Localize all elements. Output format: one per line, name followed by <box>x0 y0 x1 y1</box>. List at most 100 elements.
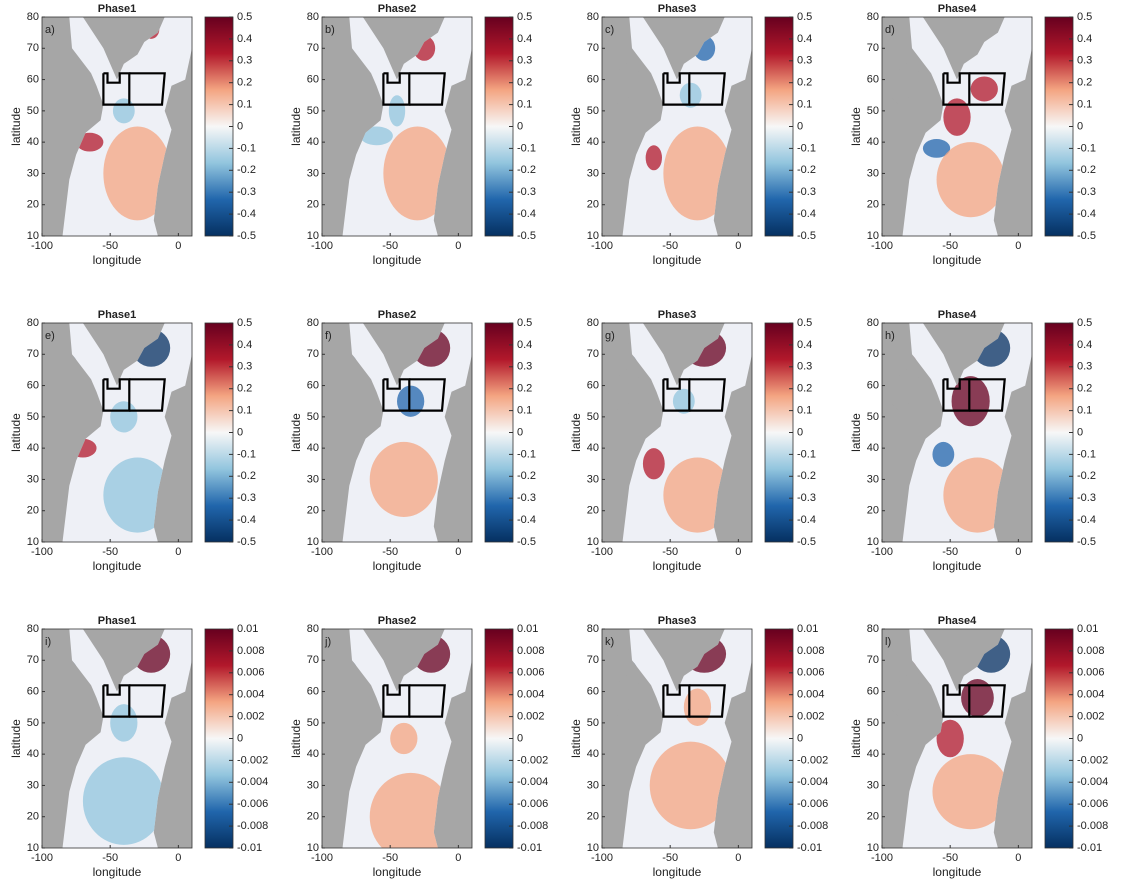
y-tick-label: 10 <box>587 230 599 242</box>
x-tick-label: 0 <box>735 852 741 864</box>
colorbar-tick-label: -0.004 <box>517 776 548 788</box>
ocean <box>62 17 192 236</box>
y-tick-label: 20 <box>307 199 319 211</box>
region-box <box>662 72 691 106</box>
y-tick-label: 10 <box>587 842 599 854</box>
colorbar-tick-label: 0.002 <box>1077 711 1105 723</box>
plot-frame <box>881 16 1033 237</box>
x-axis-label: longitude <box>933 253 982 267</box>
y-tick-label: 20 <box>27 505 39 517</box>
colorbar <box>484 322 514 543</box>
colorbar-tick-label: 0.004 <box>797 689 825 701</box>
y-tick-label: 10 <box>867 842 879 854</box>
anomaly <box>943 457 1012 533</box>
colorbar-tick-label: 0.004 <box>1077 689 1105 701</box>
colorbar-tick-label: -0.1 <box>517 142 536 154</box>
y-tick-label: 60 <box>587 379 599 391</box>
colorbar-tick-label: -0.008 <box>517 820 548 832</box>
colorbar-tick-label: -0.006 <box>797 798 828 810</box>
y-tick-label: 10 <box>307 230 319 242</box>
y-tick-label: 50 <box>27 717 39 729</box>
x-tick-label: -50 <box>382 546 398 558</box>
region-box <box>969 378 1006 412</box>
colorbar-tick-label: -0.3 <box>1077 186 1096 198</box>
panel-title: Phase1 <box>98 615 137 627</box>
colorbar-tick-label: -0.5 <box>797 536 816 548</box>
land <box>608 672 641 717</box>
ocean <box>622 323 752 542</box>
y-tick-label: 80 <box>867 317 879 329</box>
panel-label: j) <box>324 636 331 648</box>
colorbar-tick-label: 0.004 <box>517 689 545 701</box>
y-tick-label: 80 <box>587 623 599 635</box>
y-tick-label: 80 <box>27 11 39 23</box>
map-panel: Phase4 h) longitude latitude -100 -50 0 10 20 30 4… <box>849 309 1096 573</box>
region-box <box>942 378 971 412</box>
x-tick-label: -50 <box>102 240 118 252</box>
colorbar-tick-label: 0.3 <box>517 361 532 373</box>
anomaly <box>103 457 172 533</box>
colorbar-tick-label: 0 <box>237 426 243 438</box>
x-tick-label: -100 <box>591 852 613 864</box>
y-tick-label: 60 <box>27 685 39 697</box>
panel-label: b) <box>325 24 335 36</box>
x-axis-label: longitude <box>653 559 702 573</box>
anomaly <box>82 757 165 845</box>
colorbar-tick-label: 0.5 <box>797 317 812 329</box>
y-axis-label: latitude <box>289 413 303 452</box>
colorbar-tick-label: -0.002 <box>237 754 268 766</box>
plot-frame <box>881 628 1033 849</box>
colorbar-tick-label: -0.3 <box>237 492 256 504</box>
anomaly <box>112 98 135 124</box>
y-tick-label: 80 <box>867 623 879 635</box>
colorbar-tick-label: 0.008 <box>797 645 825 657</box>
panel-title: Phase3 <box>658 3 697 15</box>
y-tick-label: 30 <box>867 473 879 485</box>
colorbar-tick-label: 0.008 <box>1077 645 1105 657</box>
colorbar-tick-label: -0.004 <box>1077 776 1108 788</box>
x-tick-label: -50 <box>382 852 398 864</box>
y-tick-label: 20 <box>587 199 599 211</box>
colorbar-tick-label: -0.004 <box>797 776 828 788</box>
panel-title: Phase3 <box>658 309 697 321</box>
y-tick-label: 40 <box>587 442 599 454</box>
x-tick-label: 0 <box>455 852 461 864</box>
land <box>608 366 641 411</box>
y-tick-label: 70 <box>307 42 319 54</box>
region-box <box>942 72 971 106</box>
colorbar-tick-label: 0 <box>1077 426 1083 438</box>
colorbar-tick-label: 0.5 <box>237 11 252 23</box>
colorbar-tick-label: 0 <box>517 426 523 438</box>
y-tick-label: 80 <box>307 317 319 329</box>
colorbar-tick-label: 0.5 <box>517 11 532 23</box>
colorbar-tick-label: 0.3 <box>797 55 812 67</box>
x-tick-label: -50 <box>942 546 958 558</box>
anomaly <box>922 139 951 158</box>
colorbar-tick-label: 0.1 <box>237 405 252 417</box>
y-tick-label: 20 <box>307 811 319 823</box>
colorbar-tick-label: -0.2 <box>1077 470 1096 482</box>
anomaly <box>683 688 712 726</box>
ocean <box>62 323 192 542</box>
colorbar-tick-label: 0.5 <box>237 317 252 329</box>
colorbar-tick-label: 0 <box>237 732 243 744</box>
colorbar-tick-label: -0.002 <box>517 754 548 766</box>
colorbar-tick-label: 0.5 <box>1077 11 1092 23</box>
colorbar-tick-label: -0.4 <box>517 208 536 220</box>
map-panel: Phase4 d) longitude latitude -100 -50 0 10 20 30 4… <box>849 3 1096 267</box>
x-tick-label: -50 <box>662 546 678 558</box>
panel-title: Phase1 <box>98 3 137 15</box>
y-tick-label: 80 <box>307 623 319 635</box>
y-tick-label: 50 <box>587 411 599 423</box>
colorbar-tick-label: -0.2 <box>237 470 256 482</box>
colorbar-tick-label: -0.006 <box>1077 798 1108 810</box>
x-axis-label: longitude <box>933 865 982 879</box>
colorbar-tick-label: -0.1 <box>237 142 256 154</box>
y-tick-label: 60 <box>867 379 879 391</box>
colorbar-tick-label: -0.006 <box>237 798 268 810</box>
x-tick-label: -100 <box>871 240 893 252</box>
colorbar-tick-label: 0.006 <box>1077 667 1105 679</box>
panel-label: d) <box>885 24 895 36</box>
y-tick-label: 60 <box>307 73 319 85</box>
y-tick-label: 70 <box>867 348 879 360</box>
